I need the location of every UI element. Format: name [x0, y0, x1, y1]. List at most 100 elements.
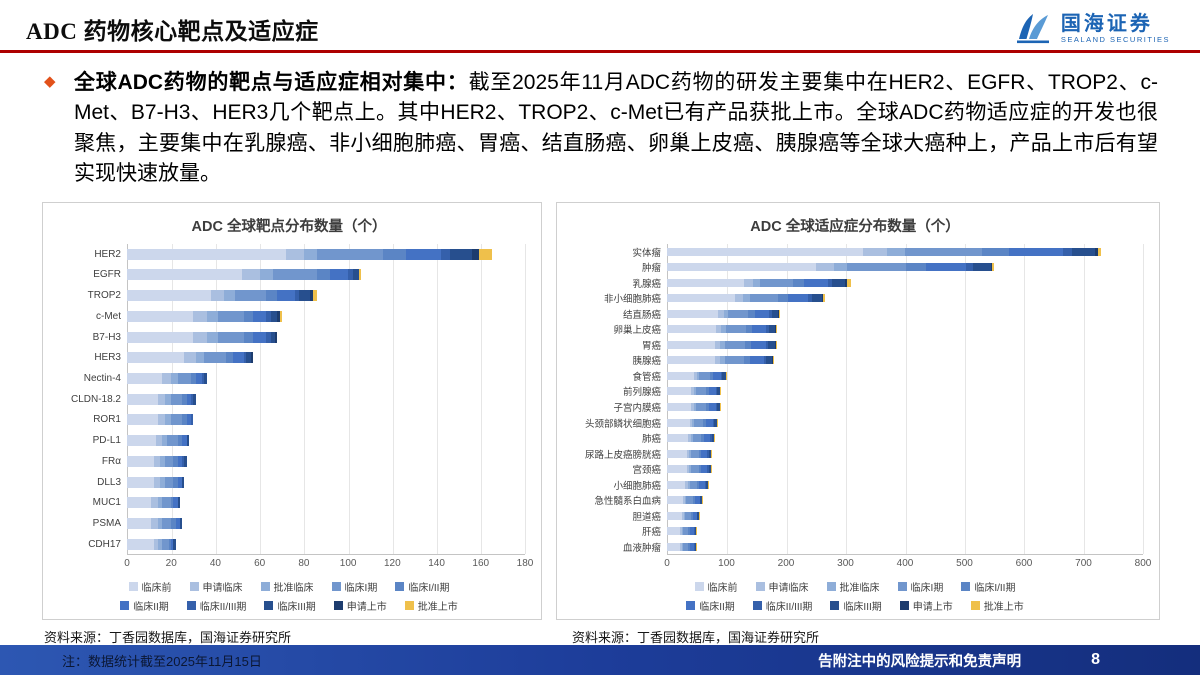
bar-segment [177, 373, 192, 385]
axis-tick-label: 120 [383, 557, 401, 569]
legend-label: 申请临床 [768, 582, 809, 594]
bar-segment [689, 418, 692, 427]
category-label: c-Met [96, 310, 121, 322]
bar-track [667, 387, 1143, 396]
source-note-left: 资料来源：丁香园数据库，国海证券研究所 [44, 629, 292, 645]
legend-label: 临床前 [707, 582, 738, 594]
category-label: FRα [101, 455, 121, 467]
legend-item: 申请上市 [333, 598, 387, 613]
bar-segment [696, 387, 706, 396]
grid-line [304, 243, 306, 554]
bar-segment [193, 393, 196, 405]
bar-segment [719, 356, 725, 365]
bar-segment [778, 294, 788, 303]
category-label: 胃癌 [641, 340, 661, 352]
bar-segment [696, 480, 700, 489]
bar-segment [709, 371, 714, 380]
bar-segment [164, 476, 174, 488]
bar-segment [405, 248, 441, 260]
bar-track [127, 518, 525, 530]
bar-segment [711, 434, 714, 443]
bar-segment [667, 263, 816, 272]
intro-lead: 全球ADC药物的靶点与适应症相对集中： [74, 71, 469, 94]
footer-bar: 注：数据统计截至2025年11月15日 告附注中的风险提示和免责声明 8 [0, 645, 1200, 675]
bar-segment [683, 542, 689, 551]
bar-segment [299, 290, 311, 302]
bar-segment [705, 480, 707, 489]
bar-segment [162, 538, 169, 550]
bar-segment [186, 435, 189, 447]
bar-segment [667, 511, 682, 520]
bar-segment [226, 352, 234, 364]
bar-segment [272, 269, 318, 281]
bar-segment [1098, 247, 1102, 256]
bar-segment [807, 294, 812, 303]
bar-segment [348, 269, 353, 281]
bar-segment [719, 387, 721, 396]
bar-segment [846, 263, 907, 272]
bar-segment [833, 263, 847, 272]
bar-segment [694, 418, 704, 427]
bar-segment [162, 518, 172, 530]
bar-segment [191, 393, 194, 405]
bar-segment [164, 455, 174, 467]
legend-swatch [686, 600, 696, 610]
bar-segment [684, 511, 691, 520]
bar-segment [217, 331, 245, 343]
bar-row: TROP2 [51, 285, 525, 306]
bar-segment [184, 352, 196, 364]
bar-segment [706, 480, 708, 489]
bar-segment [1095, 247, 1099, 256]
bar-row: EGFR [51, 264, 525, 285]
bar-segment [169, 538, 172, 550]
bar-segment [693, 387, 697, 396]
category-label: 胆道癌 [632, 511, 661, 523]
bar-segment [708, 402, 716, 411]
bar-segment [206, 310, 218, 322]
bar-segment [778, 309, 779, 318]
bar-segment [744, 278, 754, 287]
bar-track [667, 356, 1143, 365]
legend-label: 临床I/II期 [974, 582, 1016, 594]
bar-segment [177, 455, 183, 467]
legend-label: 批准临床 [273, 582, 314, 594]
bar-segment [699, 371, 710, 380]
bar-segment [449, 248, 472, 260]
bar-segment [744, 340, 752, 349]
bar-segment [766, 356, 773, 365]
bar-segment [127, 455, 154, 467]
bar-row: 非小细胞肺癌 [565, 290, 1143, 306]
axis-tick-label: 800 [1134, 557, 1152, 569]
bar-segment [164, 393, 172, 405]
bar-segment [162, 373, 172, 385]
indications-chart-legend: 临床前 申请临床 批准临床 临床I期 临床I/II期 临床II期 临床II/III期 临床II… [565, 575, 1145, 613]
logo-name-cn: 国海证券 [1060, 13, 1153, 35]
bar-segment [206, 331, 218, 343]
bar-segment [310, 290, 313, 302]
category-label: 结直肠癌 [622, 309, 661, 321]
bar-row: 胰腺癌 [565, 353, 1143, 369]
bar-row: 食管癌 [565, 368, 1143, 384]
grid-line [392, 243, 394, 554]
bar-segment [686, 449, 689, 458]
category-label: Nectin-4 [83, 373, 121, 385]
bar-segment [700, 496, 703, 505]
category-label: 尿路上皮癌膀胱癌 [584, 449, 661, 461]
axis-tick-label: 300 [837, 557, 854, 569]
bar-segment [692, 511, 697, 520]
bar-segment [775, 325, 776, 334]
bar-segment [173, 497, 178, 509]
bar-segment [803, 278, 828, 287]
bar-row: c-Met [51, 306, 525, 327]
bar-row: 肿瘤 [565, 259, 1143, 275]
bar-segment [312, 290, 318, 302]
bar-segment [127, 538, 154, 550]
bar-segment [680, 542, 682, 551]
bar-track [667, 511, 1143, 520]
bar-track [667, 527, 1143, 536]
bar-segment [982, 247, 1010, 256]
category-label: DLL3 [97, 476, 121, 488]
bar-segment [244, 310, 254, 322]
category-label: 胰腺癌 [632, 356, 661, 368]
legend-item: 批准临床 [826, 579, 880, 594]
